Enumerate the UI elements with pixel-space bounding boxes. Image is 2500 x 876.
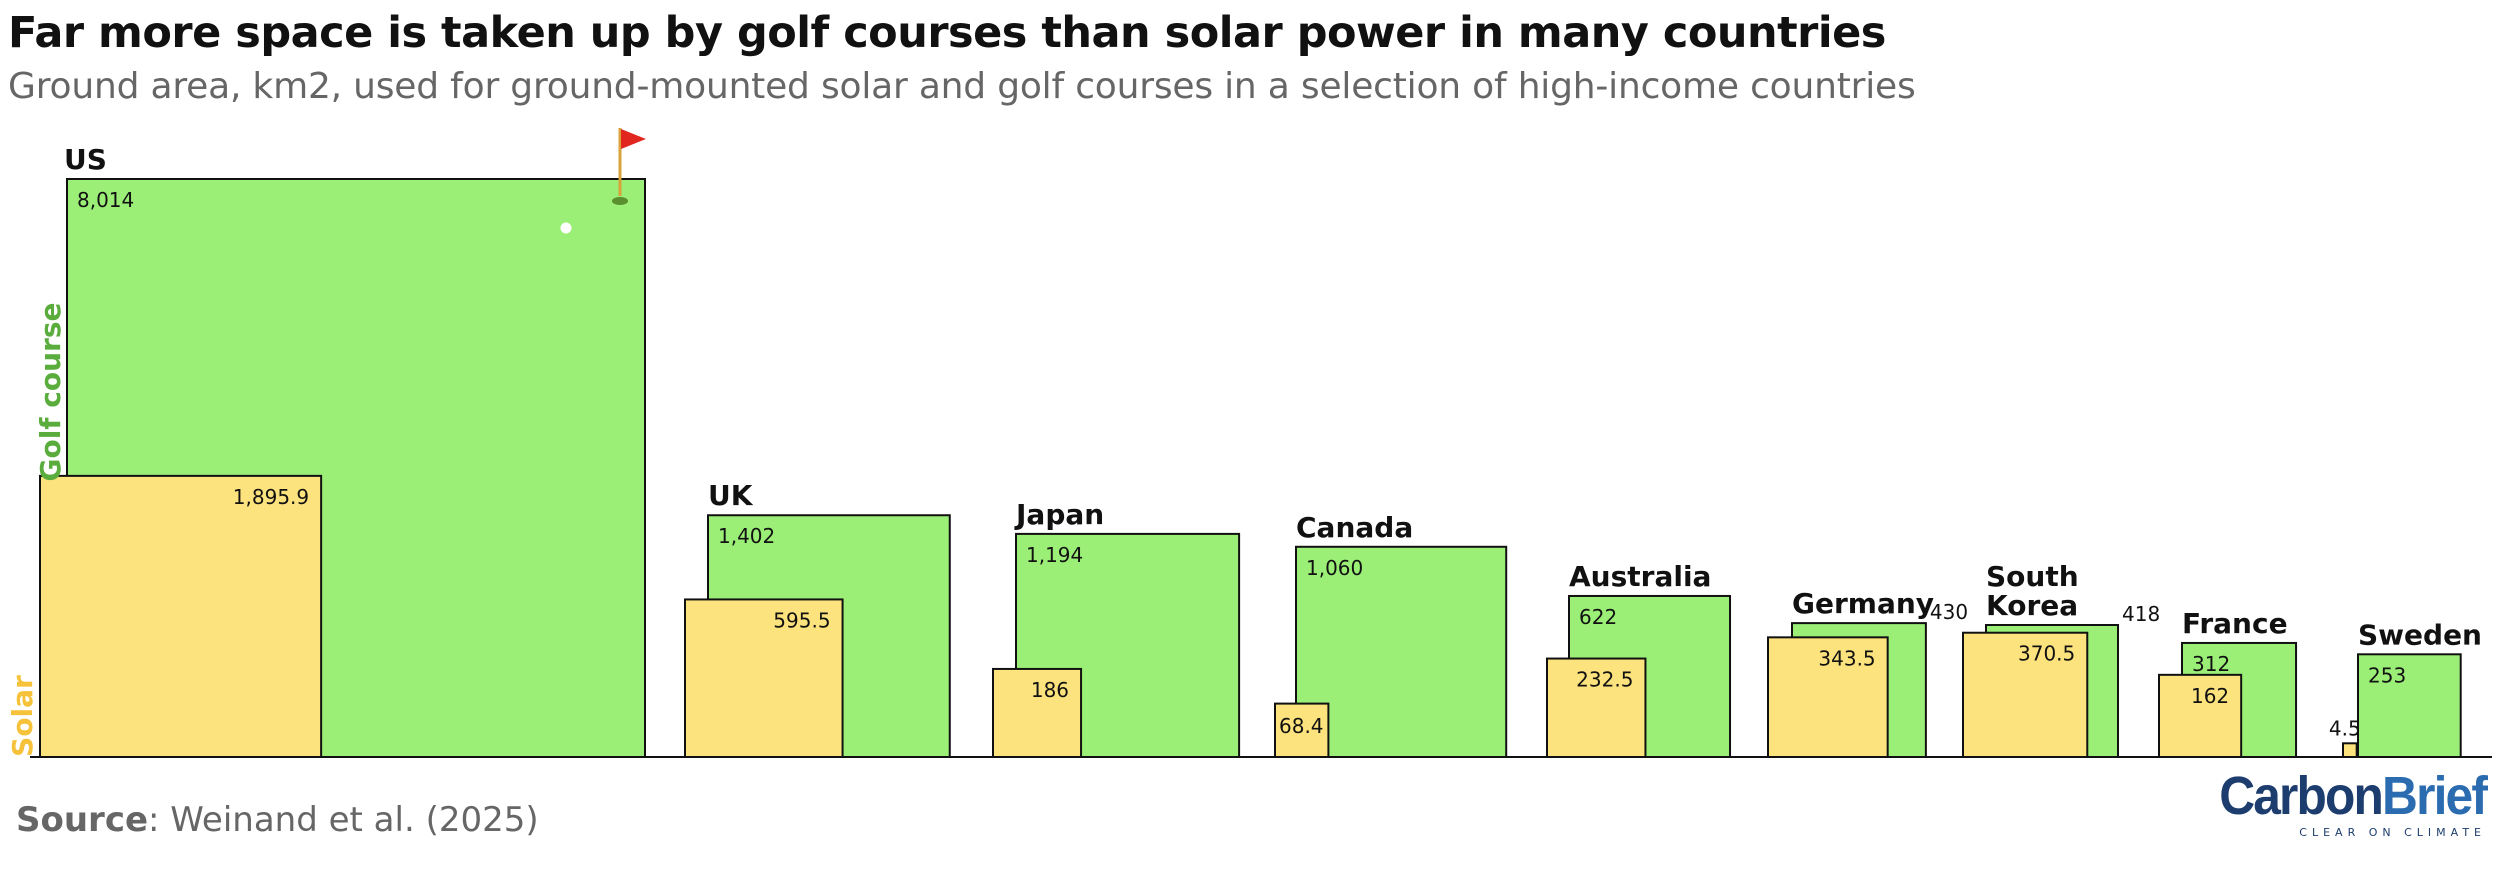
solar-square-us xyxy=(39,474,323,758)
country-label-france: France xyxy=(2182,607,2288,640)
golf-value-canada: 1,060 xyxy=(1306,556,1363,580)
golf-value-japan: 1,194 xyxy=(1026,543,1083,567)
golf-value-south-korea: 418 xyxy=(2122,602,2160,626)
solar-axis-label: Solar xyxy=(6,675,39,757)
logo-part2: Brief xyxy=(2382,766,2488,826)
golf-value-australia: 622 xyxy=(1579,605,1617,629)
solar-value-france: 162 xyxy=(2191,684,2229,708)
solar-value-australia: 232.5 xyxy=(1576,668,1633,692)
solar-square-south-korea xyxy=(1962,631,2089,758)
solar-square-germany xyxy=(1767,636,1889,758)
golf-value-france: 312 xyxy=(2192,652,2230,676)
golf-flag-icon xyxy=(612,128,646,205)
chart-title: Far more space is taken up by golf cours… xyxy=(8,8,1886,58)
solar-value-uk: 595.5 xyxy=(773,608,830,632)
chart-marks: 8,014 1,895.9 US 1,402 595.5 UK 1,194 186 Japan 1… xyxy=(39,143,2482,759)
solar-square-canada xyxy=(1274,702,1330,759)
source-note: Source: Weinand et al. (2025) xyxy=(16,800,539,840)
source-text: : Weinand et al. (2025) xyxy=(148,800,539,840)
golf-value-us: 8,014 xyxy=(77,188,134,212)
solar-square-france xyxy=(2158,673,2243,759)
country-label-canada: Canada xyxy=(1296,511,1413,544)
solar-square-uk xyxy=(684,598,844,758)
country-label-south-korea-1: South xyxy=(1986,560,2079,593)
golf-ball-icon xyxy=(560,222,572,234)
golf-square-sweden xyxy=(2357,653,2462,758)
country-label-germany: Germany xyxy=(1792,587,1934,620)
country-label-south-korea-2: Korea xyxy=(1986,589,2078,622)
solar-value-japan: 186 xyxy=(1031,678,1069,702)
solar-value-canada: 68.4 xyxy=(1279,714,1324,738)
solar-value-sweden: 4.5 xyxy=(2329,716,2361,740)
source-label: Source xyxy=(16,800,149,840)
country-label-us: US xyxy=(64,143,107,176)
solar-value-south-korea: 370.5 xyxy=(2018,642,2075,666)
country-label-sweden: Sweden xyxy=(2358,618,2482,651)
solar-value-us: 1,895.9 xyxy=(233,485,309,509)
solar-square-sweden xyxy=(2342,742,2358,759)
golf-value-uk: 1,402 xyxy=(718,524,775,548)
golf-axis-label: Golf course xyxy=(34,303,67,482)
logo-part1: Carbon xyxy=(2219,766,2384,826)
solar-value-germany: 343.5 xyxy=(1818,646,1875,670)
country-label-uk: UK xyxy=(708,479,754,512)
chart-subtitle: Ground area, km2, used for ground-mounte… xyxy=(8,66,1916,107)
golf-value-sweden: 253 xyxy=(2368,663,2406,687)
carbonbrief-logo: CarbonBrief CLEAR ON CLIMATE xyxy=(2196,766,2488,839)
country-label-japan: Japan xyxy=(1014,498,1104,531)
golf-square-canada xyxy=(1295,545,1508,759)
country-label-australia: Australia xyxy=(1569,560,1711,593)
solar-square-japan xyxy=(992,667,1083,758)
golf-value-germany: 430 xyxy=(1930,600,1968,624)
logo-tagline: CLEAR ON CLIMATE xyxy=(2299,826,2486,839)
